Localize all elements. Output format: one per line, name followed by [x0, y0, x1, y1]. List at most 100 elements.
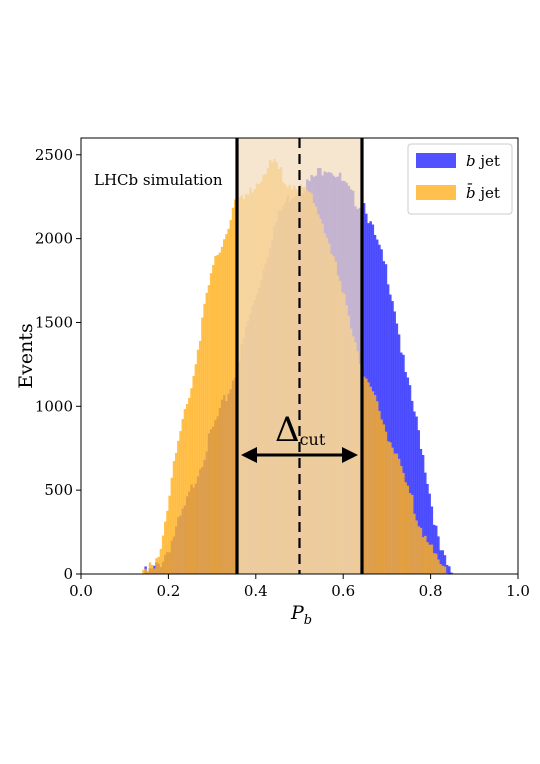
bbar-jet-bar — [155, 558, 158, 574]
bbar-jet-bar — [371, 391, 375, 574]
bbar-jet-bar — [201, 317, 204, 574]
bbar-jet-bar — [365, 378, 368, 574]
bbar-jet-bar — [209, 273, 213, 574]
bbar-jet-bar — [159, 548, 163, 574]
legend-label-b-jet: b jet — [466, 152, 500, 170]
bbar-jet-bar — [430, 544, 434, 574]
b-jet-bar — [400, 352, 403, 574]
bbar-jet-bar — [437, 559, 440, 574]
bbar-jet-bar — [212, 264, 215, 574]
bbar-jet-bar — [164, 521, 167, 574]
b-jet-bar — [410, 400, 414, 574]
delta-cut-arrow — [241, 447, 358, 463]
bbar-jet-bar — [214, 256, 217, 574]
b-jet-bar — [419, 448, 423, 574]
b-jet-bar — [450, 572, 453, 574]
bbar-jet-bar — [153, 568, 156, 574]
b-jet-bar — [432, 524, 436, 574]
b-jet-bar — [378, 244, 381, 575]
bbar-jet-bar — [144, 568, 147, 574]
b-jet-bar — [448, 566, 451, 574]
bbar-jet-bar — [393, 453, 396, 574]
bbar-jet-bar — [161, 535, 165, 574]
bbar-jet-bar — [384, 431, 388, 574]
legend-label-bbar-jet: b̄ jet — [466, 184, 500, 202]
plot-frame — [80, 137, 519, 575]
b-jet-bar — [439, 550, 442, 574]
bbar-jet-bar — [216, 254, 219, 574]
b-jet-bar — [408, 385, 412, 574]
bbar-jet-bar — [362, 376, 366, 574]
bbar-jet-bar — [367, 382, 370, 574]
bbar-jet-bar — [205, 292, 209, 574]
b-jet-bar — [437, 536, 440, 574]
bbar-jet-bar — [419, 527, 423, 574]
bbar-jet-bar — [391, 447, 394, 574]
bbar-jet-bar — [185, 404, 189, 574]
b-jet-bar — [406, 377, 410, 574]
b-jet-bar — [434, 525, 438, 574]
bbar-jet-bar — [177, 440, 180, 574]
b-jet-bar — [424, 472, 427, 574]
b-jet-bar — [389, 294, 392, 574]
bbar-jet-bar — [233, 199, 237, 575]
bbar-jet-bar — [174, 453, 178, 574]
y-tick-label: 0 — [63, 565, 73, 583]
bbar-jet-bar — [415, 520, 418, 574]
y-axis-ticks: 0 500 1000 1500 2000 2500 — [35, 146, 81, 583]
bbar-jet-bar — [203, 303, 206, 574]
y-tick-label: 1500 — [35, 313, 73, 331]
bbar-jet-bar — [218, 252, 222, 574]
b-jet-bar — [417, 430, 420, 574]
lhcb-simulation-label: LHCb simulation — [94, 171, 223, 189]
bbar-jet-bar — [142, 569, 145, 574]
bbar-jet-bar — [148, 562, 152, 574]
bbar-jet-bar — [207, 285, 211, 574]
bbar-jet-bar — [408, 493, 412, 574]
b-jet-bar — [421, 455, 425, 574]
bbar-jet-bar — [150, 565, 154, 574]
y-tick-label: 2000 — [35, 230, 73, 248]
bbar-jet-bar — [428, 544, 431, 574]
b-jet-bar — [445, 564, 449, 574]
x-tick-label: 0.2 — [156, 582, 180, 600]
b-jet-bar — [413, 411, 416, 574]
bbar-jet-bar — [369, 386, 372, 574]
x-tick-label: 1.0 — [506, 582, 530, 600]
bbar-jet-bar — [417, 526, 420, 574]
y-tick-label: 500 — [44, 481, 73, 499]
b-jet-bar — [443, 555, 447, 574]
b-jet-bar — [441, 550, 445, 574]
b-jet-bar — [404, 372, 407, 574]
bbar-jet-bar — [170, 477, 174, 574]
b-jet-bar — [380, 249, 383, 575]
b-jet-bar — [382, 261, 386, 574]
b-jet-bar — [415, 416, 418, 574]
bbar-jet-bar — [424, 535, 427, 574]
x-tick-label: 0.4 — [244, 582, 268, 600]
bbar-jet-bar — [382, 424, 386, 574]
delta-cut-label: Δcut — [275, 410, 326, 450]
bbar-jet-bar — [402, 472, 405, 574]
y-axis-label: Events — [15, 323, 37, 388]
b-jet-bar — [395, 323, 399, 574]
x-axis-ticks: 0.0 0.2 0.4 0.6 0.8 1.0 — [69, 574, 530, 600]
bbar-jet-bar — [432, 553, 436, 574]
bbar-jet-bar — [395, 453, 399, 574]
bbar-jet-bar — [400, 465, 403, 574]
b-jet-bar — [391, 301, 394, 574]
bbar-jet-bar — [375, 401, 379, 574]
bbar-jet-bar — [434, 553, 438, 574]
bbar-jet-bar — [389, 442, 392, 574]
bbar-jet-bar — [441, 565, 445, 574]
x-tick-label: 0.0 — [69, 582, 93, 600]
bbar-jet-bar — [179, 431, 182, 574]
bbar-jet-bar — [220, 246, 224, 574]
bbar-jet-bar — [181, 419, 184, 574]
bbar-jet-bar — [443, 566, 447, 574]
y-tick-label: 1000 — [35, 397, 73, 415]
bbar-jet-bar — [172, 461, 176, 574]
bbar-jet-bar — [229, 220, 233, 574]
b-jet-bar — [426, 483, 429, 574]
legend: b jet b̄ jet — [407, 143, 513, 215]
